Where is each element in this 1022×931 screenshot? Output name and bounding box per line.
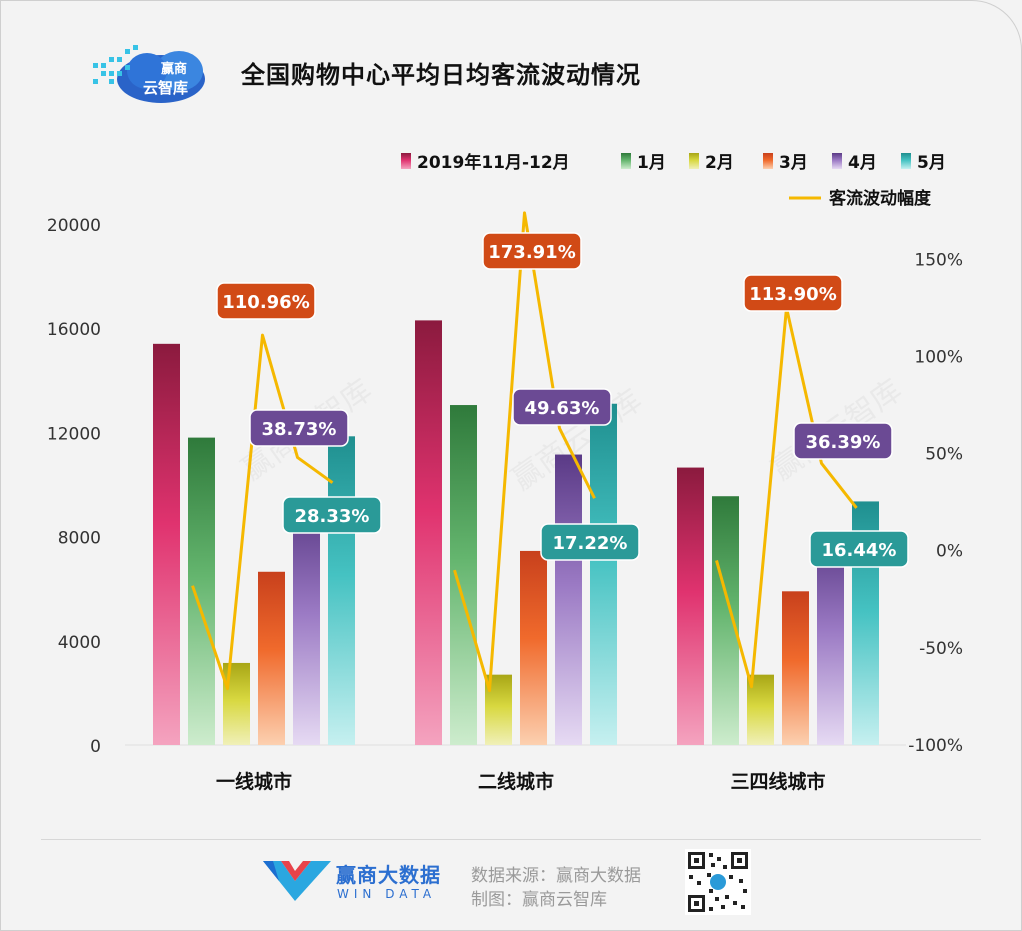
bar [677, 467, 704, 745]
data-label: 49.63% [512, 388, 612, 426]
svg-text:28.33%: 28.33% [295, 506, 370, 527]
footer-brand: 赢商大数据 [336, 863, 441, 887]
legend-item: 2月 [689, 153, 734, 173]
bar [712, 496, 739, 745]
x-category-label: 二线城市 [478, 770, 554, 793]
fluctuation-line [453, 211, 596, 693]
footer-brand-en: WIN DATA [337, 887, 437, 901]
y-right-tick-label: 0% [936, 542, 963, 562]
y-right-tick-label: 100% [914, 347, 963, 367]
data-label: 36.39% [793, 422, 893, 460]
y-left-tick-label: 0 [90, 737, 101, 757]
svg-text:3月: 3月 [779, 153, 808, 173]
legend-item: 4月 [832, 153, 877, 173]
bar [590, 403, 617, 745]
legend-item-line: 客流波动幅度 [789, 188, 932, 209]
x-category-label: 三四线城市 [730, 770, 825, 793]
bar [782, 591, 809, 745]
svg-text:1月: 1月 [637, 153, 666, 173]
y-right-tick-label: 150% [914, 250, 963, 270]
bar [293, 505, 320, 745]
bar [188, 437, 215, 745]
bar [450, 405, 477, 745]
svg-text:2019年11月-12月: 2019年11月-12月 [417, 152, 570, 173]
logo-text-2: 云智库 [143, 79, 188, 97]
svg-text:110.96%: 110.96% [222, 292, 310, 313]
data-label: 28.33% [282, 496, 382, 534]
bar [328, 436, 355, 745]
footer-divider [41, 839, 981, 840]
y-right-tick-label: -50% [919, 639, 963, 659]
svg-text:173.91%: 173.91% [488, 242, 576, 263]
y-left-tick-label: 20000 [47, 216, 101, 236]
legend-item: 5月 [901, 153, 946, 173]
bar [223, 662, 250, 745]
x-category-label: 一线城市 [216, 770, 292, 793]
bar [415, 320, 442, 745]
legend-item: 3月 [763, 153, 808, 173]
winshang-cloud-logo: 赢商 云智库 [93, 45, 205, 103]
legend-item: 2019年11月-12月 [401, 152, 570, 173]
bar [153, 343, 180, 745]
data-label: 110.96% [216, 282, 316, 320]
data-label: 113.90% [743, 274, 843, 312]
svg-text:16.44%: 16.44% [822, 540, 897, 561]
logo-text-1: 赢商 [161, 61, 187, 77]
y-left-tick-label: 16000 [47, 320, 101, 340]
chart-credit: 制图：赢商云智库 [471, 890, 607, 910]
data-label: 16.44% [809, 530, 909, 568]
y-left-tick-label: 4000 [58, 633, 101, 653]
svg-text:36.39%: 36.39% [806, 432, 881, 453]
svg-text:5月: 5月 [917, 153, 946, 173]
windata-logo [263, 861, 331, 901]
y-left-tick-label: 12000 [47, 424, 101, 444]
bar [555, 454, 582, 745]
svg-text:17.22%: 17.22% [553, 533, 628, 554]
svg-text:4月: 4月 [848, 153, 877, 173]
chart-title: 全国购物中心平均日均客流波动情况 [241, 61, 641, 89]
data-label: 173.91% [482, 232, 582, 270]
svg-text:2月: 2月 [705, 153, 734, 173]
svg-text:38.73%: 38.73% [262, 419, 337, 440]
bar [817, 536, 844, 745]
legend-item: 1月 [621, 153, 666, 173]
data-label: 38.73% [249, 409, 349, 447]
bar [258, 571, 285, 745]
svg-text:49.63%: 49.63% [525, 398, 600, 419]
bar [520, 550, 547, 745]
svg-text:113.90%: 113.90% [749, 284, 837, 305]
bar-line-chart: 赢商云智库赢商云智库赢商云智库 2019年11月-12月1月2月3月4月5月客流… [47, 152, 963, 793]
y-left-tick-label: 8000 [58, 529, 101, 549]
y-right-tick-label: 50% [925, 445, 963, 465]
svg-text:客流波动幅度: 客流波动幅度 [828, 188, 932, 209]
data-label: 17.22% [540, 523, 640, 561]
data-source: 数据来源：赢商大数据 [471, 866, 641, 886]
y-right-tick-label: -100% [908, 736, 963, 756]
fluctuation-line [191, 333, 334, 691]
qr-code [685, 849, 751, 915]
